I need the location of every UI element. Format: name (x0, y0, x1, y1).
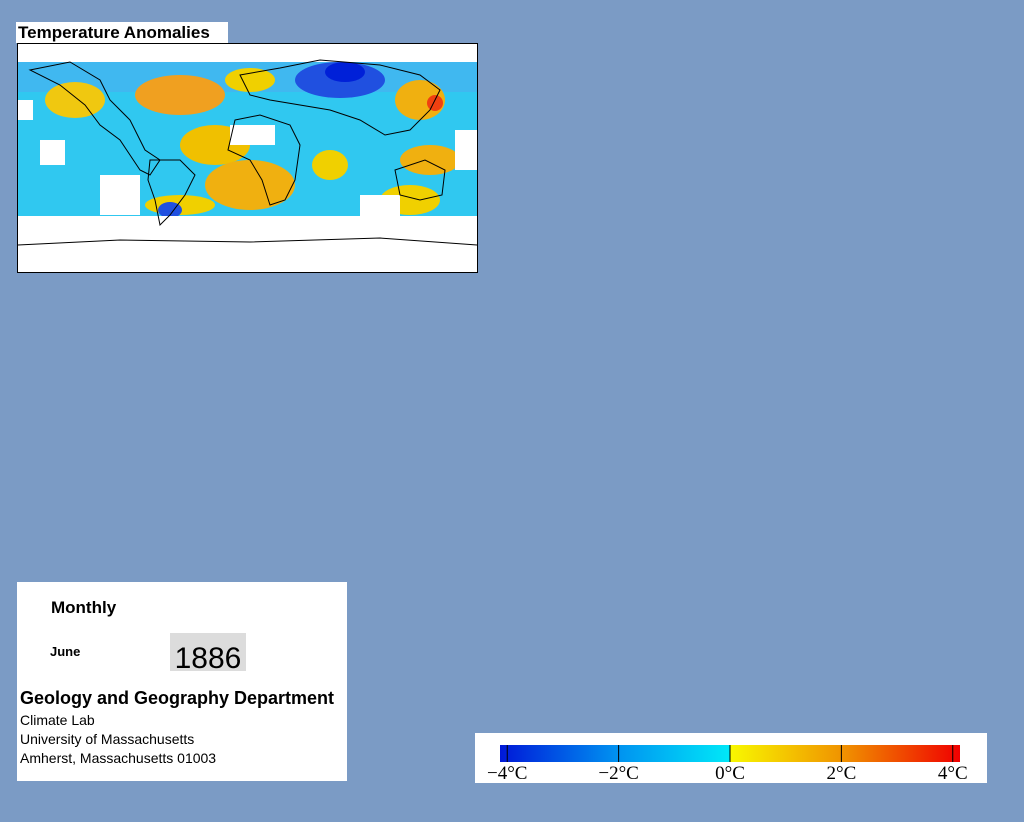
info-panel (17, 582, 347, 781)
department: Geology and Geography Department (20, 688, 334, 708)
colorbar-tick-label: −4°C (487, 763, 528, 784)
map-title: Temperature Anomalies (18, 23, 210, 42)
address-line: Amherst, Massachusetts 01003 (20, 750, 216, 766)
address-line: University of Massachusetts (20, 731, 194, 747)
colorbar-tick-label: −2°C (598, 763, 639, 784)
colorbar-tick-label: 4°C (938, 763, 968, 784)
year-box (170, 633, 246, 671)
address-line: Climate Lab (20, 712, 95, 728)
period: Monthly (51, 598, 117, 617)
colorbar-tick-label: 0°C (715, 763, 745, 784)
colorbar-tick-label: 2°C (826, 763, 856, 784)
year: 1886 (175, 642, 242, 675)
map (17, 43, 478, 273)
title-box (16, 22, 228, 43)
month: June (50, 644, 80, 659)
